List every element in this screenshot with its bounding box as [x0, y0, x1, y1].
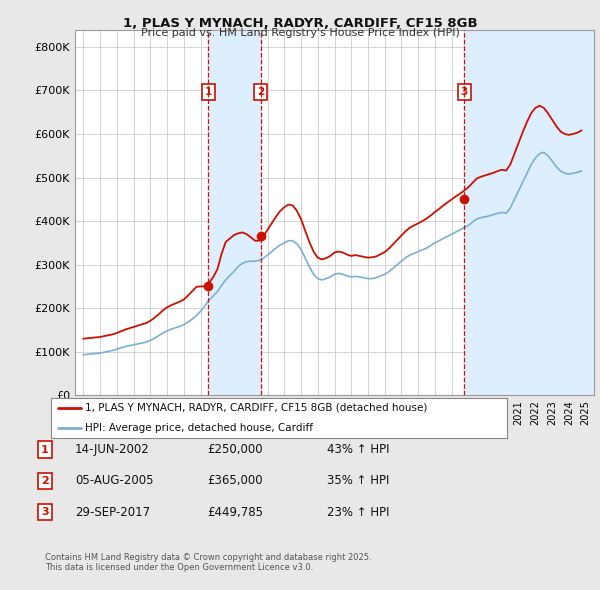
Text: 1: 1 — [205, 87, 212, 97]
Text: 1: 1 — [41, 445, 49, 454]
Bar — [208, 30, 260, 395]
Text: 14-JUN-2002: 14-JUN-2002 — [75, 443, 150, 456]
Text: Price paid vs. HM Land Registry's House Price Index (HPI): Price paid vs. HM Land Registry's House … — [140, 28, 460, 38]
Text: 23% ↑ HPI: 23% ↑ HPI — [327, 506, 389, 519]
Text: 29-SEP-2017: 29-SEP-2017 — [75, 506, 150, 519]
Bar — [464, 30, 594, 395]
Text: 3: 3 — [41, 507, 49, 517]
Text: 2: 2 — [41, 476, 49, 486]
Text: This data is licensed under the Open Government Licence v3.0.: This data is licensed under the Open Gov… — [45, 563, 313, 572]
Text: £365,000: £365,000 — [207, 474, 263, 487]
Text: £449,785: £449,785 — [207, 506, 263, 519]
Text: HPI: Average price, detached house, Cardiff: HPI: Average price, detached house, Card… — [85, 423, 313, 432]
Text: 05-AUG-2005: 05-AUG-2005 — [75, 474, 154, 487]
Text: 43% ↑ HPI: 43% ↑ HPI — [327, 443, 389, 456]
Text: £250,000: £250,000 — [207, 443, 263, 456]
Text: 1, PLAS Y MYNACH, RADYR, CARDIFF, CF15 8GB: 1, PLAS Y MYNACH, RADYR, CARDIFF, CF15 8… — [122, 17, 478, 30]
Text: 2: 2 — [257, 87, 264, 97]
Text: 35% ↑ HPI: 35% ↑ HPI — [327, 474, 389, 487]
Text: 3: 3 — [461, 87, 468, 97]
Text: 1, PLAS Y MYNACH, RADYR, CARDIFF, CF15 8GB (detached house): 1, PLAS Y MYNACH, RADYR, CARDIFF, CF15 8… — [85, 403, 428, 412]
Text: Contains HM Land Registry data © Crown copyright and database right 2025.: Contains HM Land Registry data © Crown c… — [45, 553, 371, 562]
